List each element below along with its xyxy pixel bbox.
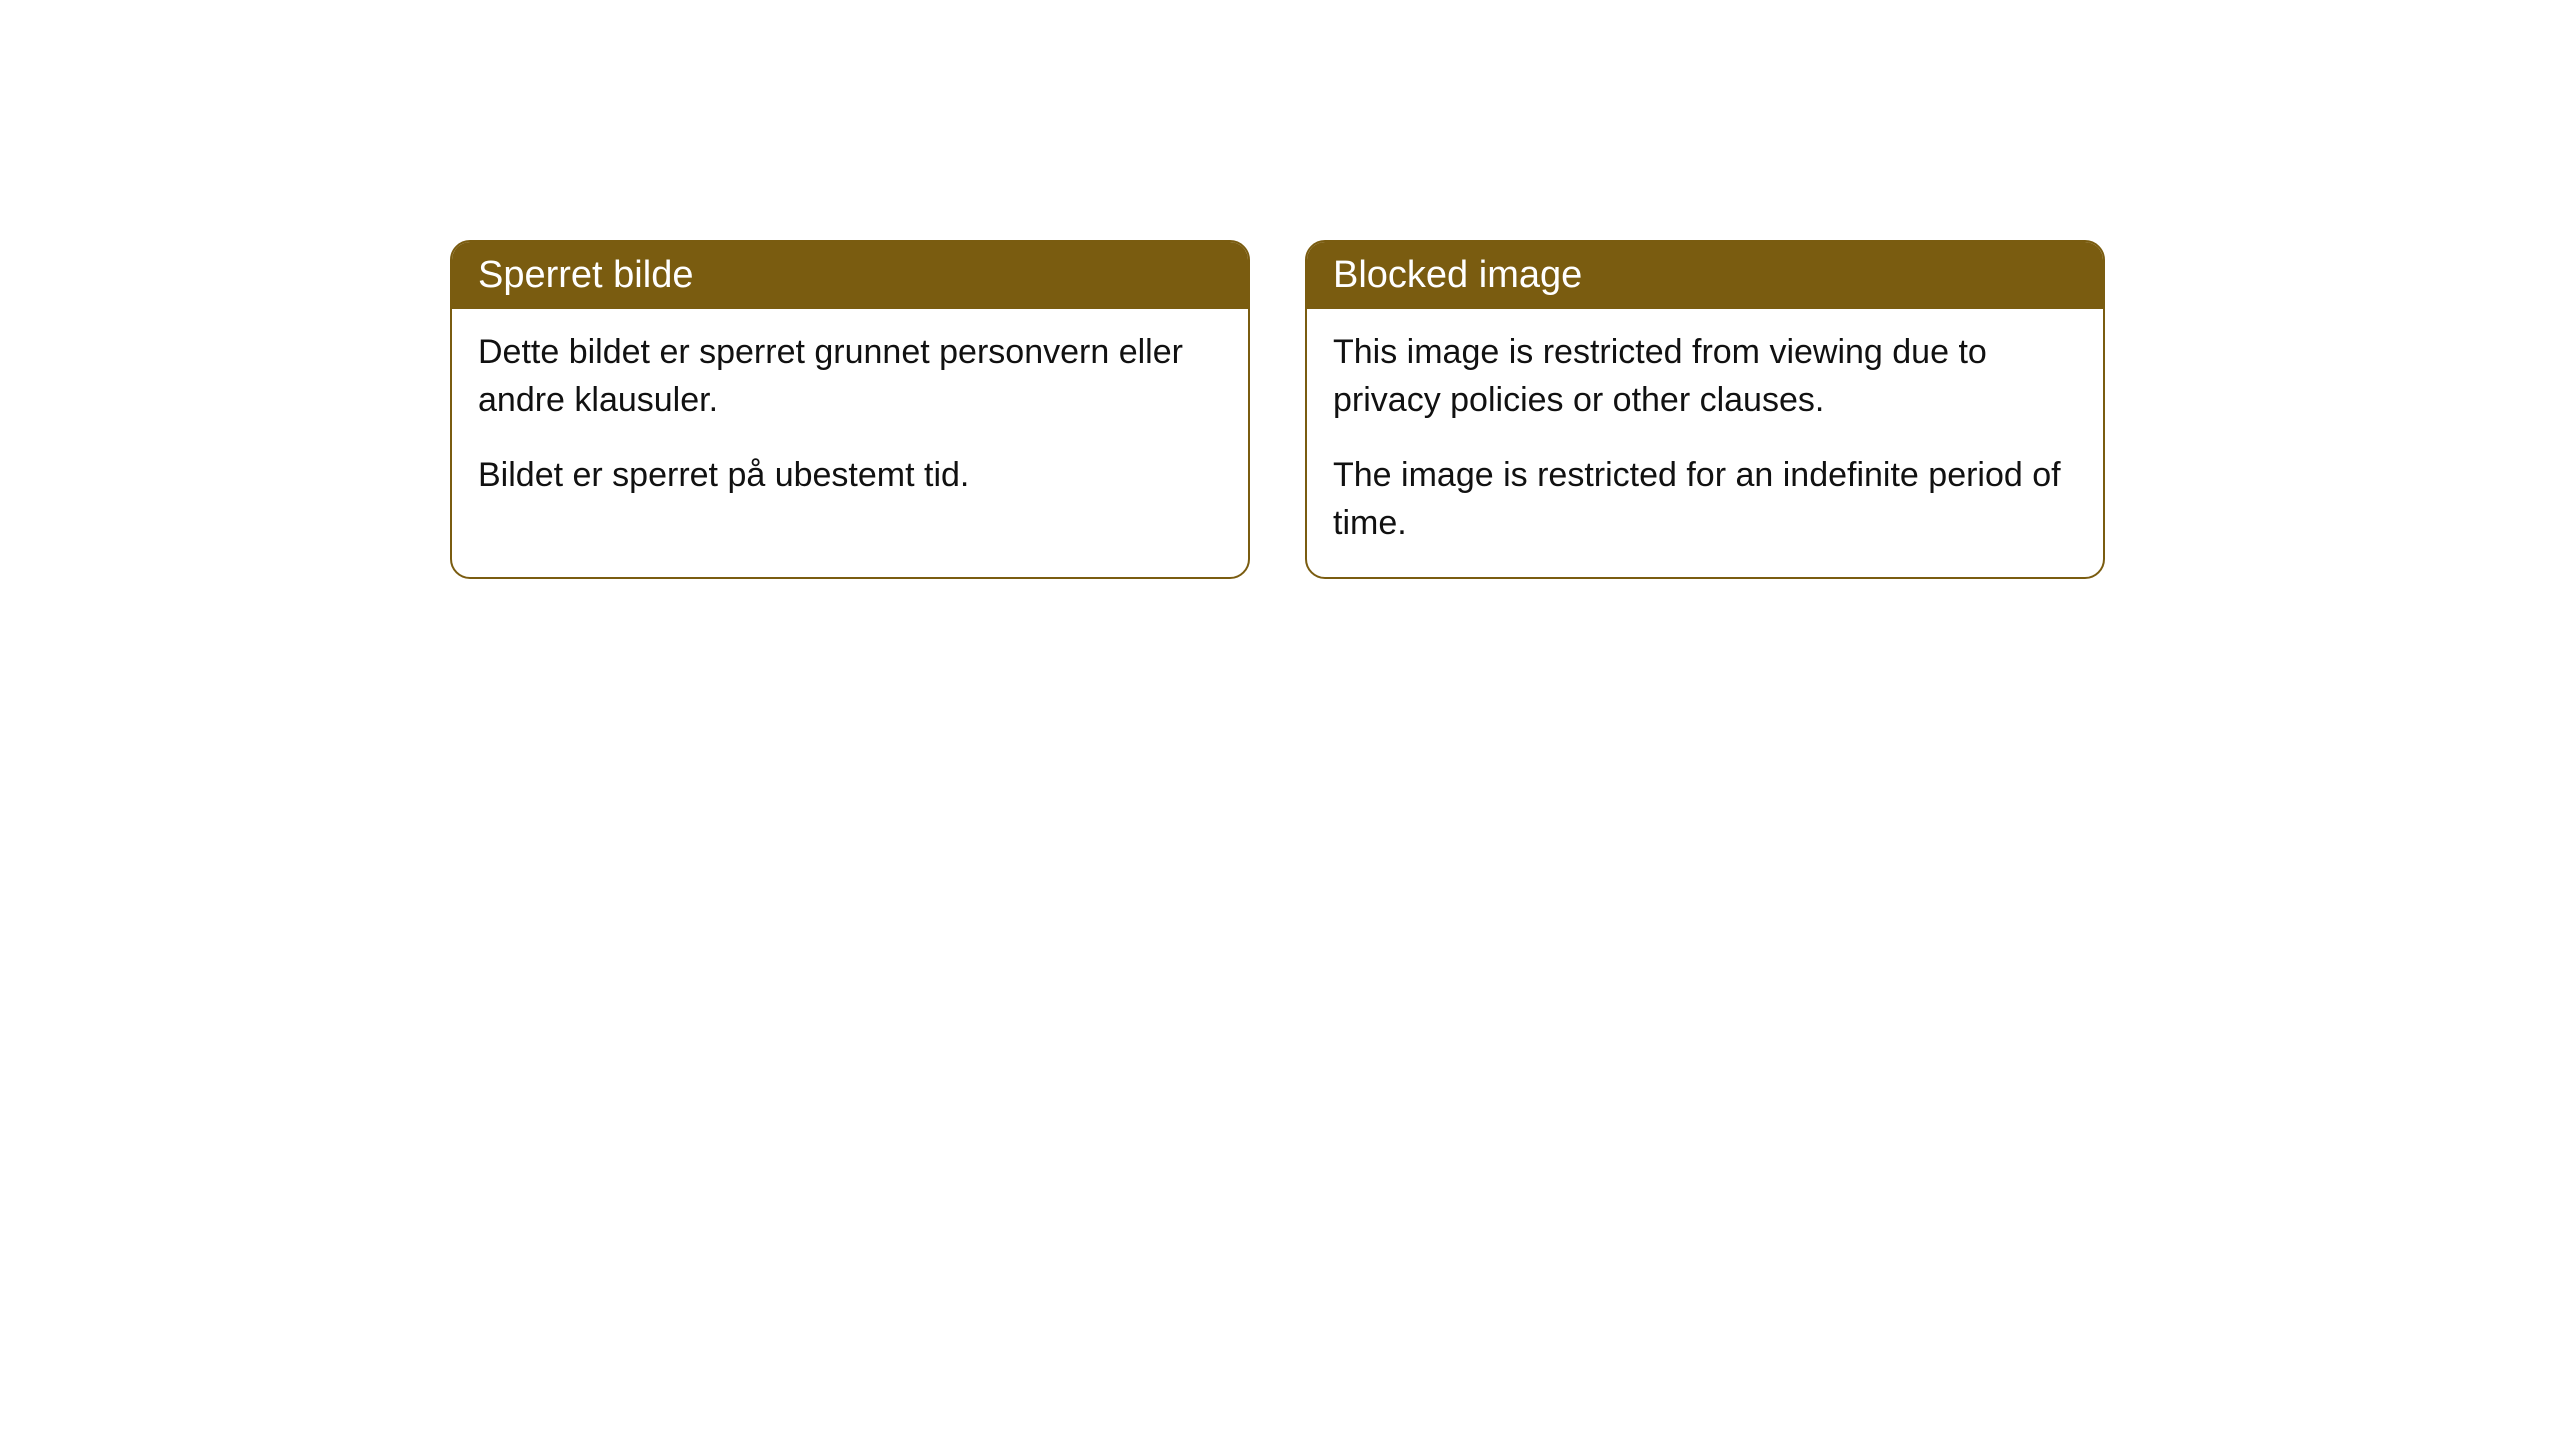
card-title: Blocked image	[1333, 254, 1582, 296]
card-title: Sperret bilde	[478, 254, 693, 296]
card-header: Blocked image	[1307, 242, 2103, 309]
card-paragraph-2: The image is restricted for an indefinit…	[1333, 452, 2077, 547]
blocked-image-card-english: Blocked image This image is restricted f…	[1305, 240, 2105, 579]
card-paragraph-2: Bildet er sperret på ubestemt tid.	[478, 452, 1222, 500]
cards-container: Sperret bilde Dette bildet er sperret gr…	[450, 240, 2560, 579]
card-body: This image is restricted from viewing du…	[1307, 309, 2103, 577]
card-paragraph-1: This image is restricted from viewing du…	[1333, 329, 2077, 424]
card-body: Dette bildet er sperret grunnet personve…	[452, 309, 1248, 530]
card-header: Sperret bilde	[452, 242, 1248, 309]
blocked-image-card-norwegian: Sperret bilde Dette bildet er sperret gr…	[450, 240, 1250, 579]
card-paragraph-1: Dette bildet er sperret grunnet personve…	[478, 329, 1222, 424]
